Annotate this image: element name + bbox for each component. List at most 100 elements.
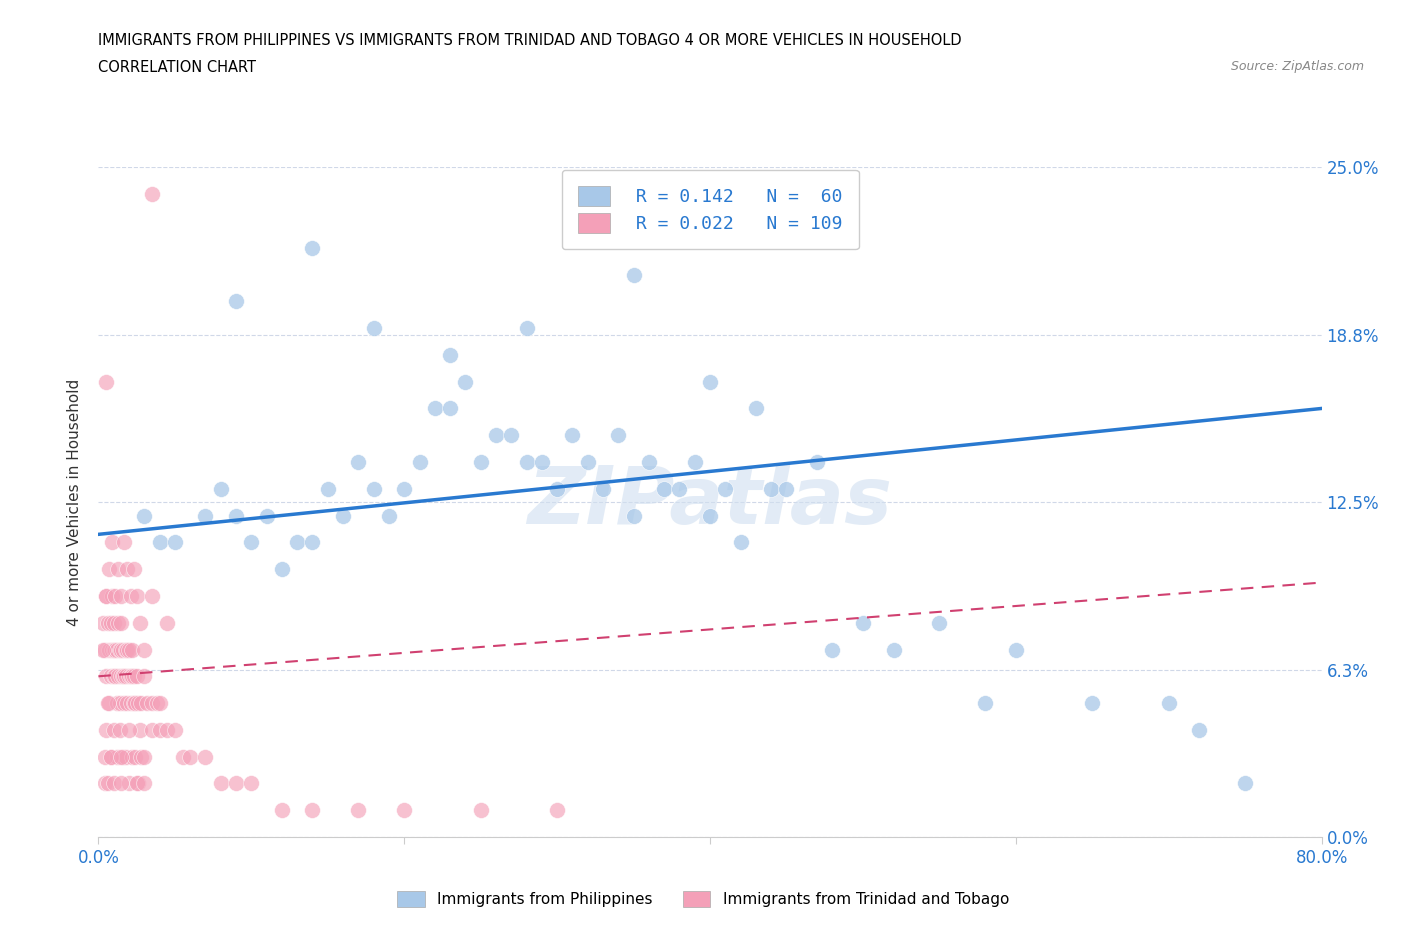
Point (730, 535, 752, 550)
Point (745, 401, 768, 416)
Point (94, 374, 117, 389)
Point (93, 776, 115, 790)
Point (94, 589, 117, 604)
Point (347, 803, 370, 817)
Text: CORRELATION CHART: CORRELATION CHART (98, 60, 256, 75)
Point (108, 642, 131, 657)
Point (128, 723, 150, 737)
Point (285, 535, 308, 550)
Point (110, 642, 132, 657)
Point (101, 589, 124, 604)
Point (270, 803, 294, 817)
Point (98, 642, 121, 657)
Point (332, 508, 354, 523)
Point (347, 455, 370, 470)
Legend: Immigrants from Philippines, Immigrants from Trinidad and Tobago: Immigrants from Philippines, Immigrants … (391, 884, 1015, 913)
Point (470, 455, 492, 470)
Point (103, 776, 125, 790)
Point (928, 616, 950, 631)
Point (699, 508, 721, 523)
Point (134, 669, 156, 684)
Point (103, 669, 125, 684)
Point (141, 723, 163, 737)
Point (115, 669, 138, 684)
Point (1081, 696, 1104, 711)
Point (128, 616, 150, 631)
Point (108, 723, 131, 737)
Point (125, 669, 148, 684)
Point (363, 321, 385, 336)
Point (97, 616, 120, 631)
Point (141, 696, 163, 711)
Point (120, 696, 142, 711)
Point (761, 482, 783, 497)
Point (103, 642, 125, 657)
Point (94, 589, 117, 604)
Point (118, 642, 141, 657)
Point (118, 669, 141, 684)
Point (156, 616, 179, 631)
Point (134, 776, 156, 790)
Point (107, 616, 129, 631)
Point (94, 669, 117, 684)
Point (163, 535, 186, 550)
Point (883, 642, 905, 657)
Point (110, 669, 132, 684)
Text: ZIPatlas: ZIPatlas (527, 463, 893, 541)
Point (806, 455, 828, 470)
Point (91, 642, 114, 657)
Point (105, 750, 128, 764)
Point (111, 669, 134, 684)
Point (546, 803, 568, 817)
Point (392, 482, 416, 497)
Point (163, 723, 186, 737)
Point (103, 723, 125, 737)
Point (98, 562, 121, 577)
Point (100, 750, 122, 764)
Point (121, 669, 143, 684)
Point (98, 696, 121, 711)
Point (93, 642, 115, 657)
Point (115, 750, 138, 764)
Point (607, 428, 630, 443)
Point (668, 482, 690, 497)
Point (423, 401, 446, 416)
Point (439, 348, 461, 363)
Point (454, 374, 477, 389)
Point (225, 508, 247, 523)
Point (107, 562, 129, 577)
Point (112, 696, 135, 711)
Point (240, 535, 263, 550)
Point (97, 696, 120, 711)
Point (714, 482, 737, 497)
Point (122, 562, 145, 577)
Point (97, 776, 120, 790)
Point (103, 616, 125, 631)
Point (392, 803, 416, 817)
Point (301, 803, 323, 817)
Point (121, 750, 143, 764)
Point (122, 669, 145, 684)
Point (117, 562, 139, 577)
Point (408, 455, 430, 470)
Point (141, 187, 163, 202)
Text: IMMIGRANTS FROM PHILIPPINES VS IMMIGRANTS FROM TRINIDAD AND TOBAGO 4 OR MORE VEH: IMMIGRANTS FROM PHILIPPINES VS IMMIGRANT… (98, 33, 962, 47)
Point (363, 482, 385, 497)
Point (316, 482, 339, 497)
Point (149, 696, 172, 711)
Point (301, 240, 323, 255)
Point (111, 750, 134, 764)
Point (652, 482, 675, 497)
Point (105, 642, 128, 657)
Point (124, 696, 146, 711)
Point (125, 776, 148, 790)
Point (270, 562, 294, 577)
Point (546, 482, 568, 497)
Legend:  R = 0.142   N =  60,  R = 0.022   N = 109: R = 0.142 N = 60, R = 0.022 N = 109 (561, 170, 859, 249)
Point (110, 776, 132, 790)
Point (120, 669, 142, 684)
Point (111, 642, 134, 657)
Point (118, 723, 141, 737)
Point (256, 508, 278, 523)
Point (378, 508, 401, 523)
